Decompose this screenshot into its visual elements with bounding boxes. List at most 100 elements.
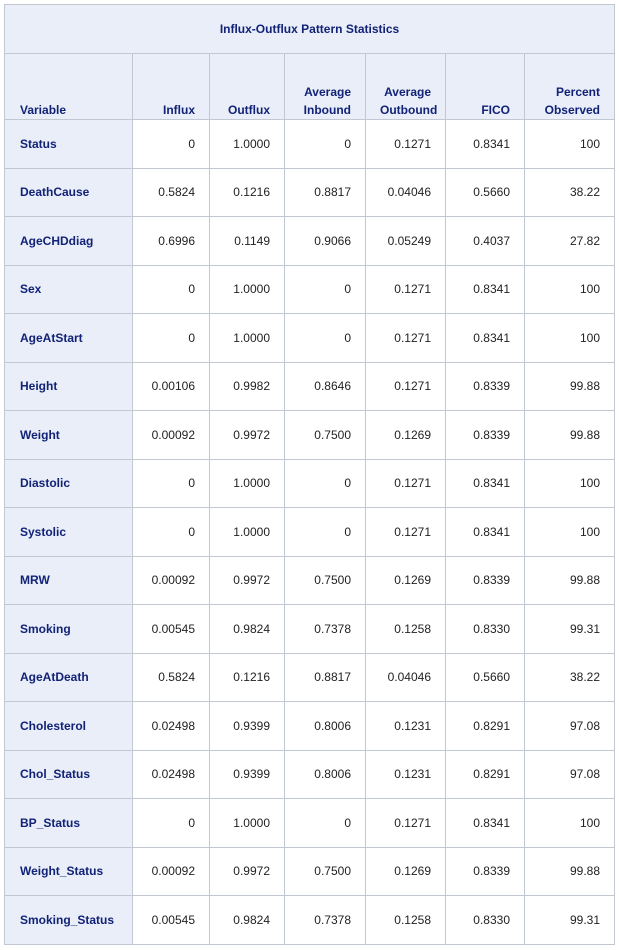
- row-header-variable: Height: [4, 361, 133, 411]
- column-header-influx: Influx: [132, 53, 210, 120]
- table-title: Influx-Outflux Pattern Statistics: [4, 4, 615, 54]
- table-cell-average-inbound: 0.8817: [284, 652, 366, 702]
- table-cell-average-inbound: 0.8646: [284, 361, 366, 411]
- column-header-fico: FICO: [445, 53, 525, 120]
- table-row: Smoking_Status 0.00545 0.9824 0.7378 0.1258 0…: [4, 895, 615, 945]
- row-header-variable: Diastolic: [4, 458, 133, 508]
- table-cell-outflux: 0.1216: [209, 652, 285, 702]
- column-header-line2: Observed: [544, 103, 600, 117]
- row-header-variable: Cholesterol: [4, 701, 133, 751]
- table-caption-row: Influx-Outflux Pattern Statistics: [4, 4, 615, 54]
- column-header-percent-observed: Percent Observed: [524, 53, 615, 120]
- table-row: Chol_Status 0.02498 0.9399 0.8006 0.1231 0.82…: [4, 749, 615, 799]
- table-cell-average-inbound: 0: [284, 264, 366, 314]
- table-body: Status 0 1.0000 0 0.1271 0.8341 100 DeathCause 0…: [4, 119, 615, 945]
- row-header-variable: Smoking: [4, 604, 133, 654]
- table-cell-percent-observed: 99.88: [524, 410, 615, 460]
- table-cell-average-inbound: 0: [284, 507, 366, 557]
- table-cell-fico: 0.5660: [445, 167, 525, 217]
- table-cell-average-outbound: 0.1271: [365, 507, 446, 557]
- table-cell-average-outbound: 0.1258: [365, 895, 446, 945]
- table-row: Height 0.00106 0.9982 0.8646 0.1271 0.8339 99.…: [4, 361, 615, 411]
- table-cell-percent-observed: 99.88: [524, 846, 615, 896]
- table-cell-average-inbound: 0.7500: [284, 555, 366, 605]
- table-cell-outflux: 1.0000: [209, 798, 285, 848]
- table-cell-outflux: 0.1216: [209, 167, 285, 217]
- row-header-variable: Systolic: [4, 507, 133, 557]
- column-header-line2: Outbound: [380, 103, 438, 117]
- table-cell-percent-observed: 38.22: [524, 167, 615, 217]
- row-header-variable: Weight_Status: [4, 846, 133, 896]
- row-header-variable: AgeCHDdiag: [4, 216, 133, 266]
- table-row: Systolic 0 1.0000 0 0.1271 0.8341 100: [4, 507, 615, 557]
- table-cell-average-outbound: 0.1258: [365, 604, 446, 654]
- table-row: AgeCHDdiag 0.6996 0.1149 0.9066 0.05249 0.403…: [4, 216, 615, 266]
- column-header-line2: Variable: [20, 103, 67, 117]
- table-cell-fico: 0.8341: [445, 313, 525, 363]
- table-cell-influx: 0.00545: [132, 895, 210, 945]
- table-cell-outflux: 1.0000: [209, 119, 285, 169]
- table-cell-outflux: 1.0000: [209, 264, 285, 314]
- table-cell-average-outbound: 0.04046: [365, 167, 446, 217]
- table-cell-average-inbound: 0.8006: [284, 701, 366, 751]
- table-row: Smoking 0.00545 0.9824 0.7378 0.1258 0.8330 99…: [4, 604, 615, 654]
- table-cell-percent-observed: 99.88: [524, 555, 615, 605]
- table-cell-fico: 0.8339: [445, 846, 525, 896]
- table-cell-outflux: 1.0000: [209, 458, 285, 508]
- table-cell-outflux: 0.9972: [209, 846, 285, 896]
- column-header-line2: Influx: [163, 103, 195, 117]
- table-cell-fico: 0.8339: [445, 361, 525, 411]
- table-cell-fico: 0.8339: [445, 555, 525, 605]
- table-cell-outflux: 1.0000: [209, 313, 285, 363]
- column-header-average-inbound: Average Inbound: [284, 53, 366, 120]
- influx-outflux-table: Influx-Outflux Pattern Statistics Variab…: [4, 4, 615, 945]
- table-cell-fico: 0.4037: [445, 216, 525, 266]
- table-cell-influx: 0: [132, 798, 210, 848]
- column-header-variable: Variable: [4, 53, 133, 120]
- row-header-variable: Smoking_Status: [4, 895, 133, 945]
- table-row: Cholesterol 0.02498 0.9399 0.8006 0.1231 0.82…: [4, 701, 615, 751]
- table-cell-fico: 0.8339: [445, 410, 525, 460]
- table-cell-fico: 0.8291: [445, 749, 525, 799]
- row-header-variable: Sex: [4, 264, 133, 314]
- row-header-variable: Status: [4, 119, 133, 169]
- table-cell-outflux: 0.9824: [209, 604, 285, 654]
- table-cell-fico: 0.8341: [445, 507, 525, 557]
- table-row: Weight 0.00092 0.9972 0.7500 0.1269 0.8339 99.…: [4, 410, 615, 460]
- table-cell-percent-observed: 100: [524, 264, 615, 314]
- table-cell-average-outbound: 0.1271: [365, 119, 446, 169]
- table-cell-fico: 0.5660: [445, 652, 525, 702]
- table-cell-influx: 0.00106: [132, 361, 210, 411]
- row-header-variable: Weight: [4, 410, 133, 460]
- table-cell-percent-observed: 97.08: [524, 749, 615, 799]
- table-cell-influx: 0.5824: [132, 652, 210, 702]
- table-cell-average-outbound: 0.1231: [365, 701, 446, 751]
- table-cell-percent-observed: 27.82: [524, 216, 615, 266]
- table-cell-influx: 0.02498: [132, 701, 210, 751]
- table-cell-outflux: 0.9399: [209, 749, 285, 799]
- table-cell-average-outbound: 0.04046: [365, 652, 446, 702]
- table-cell-percent-observed: 99.31: [524, 895, 615, 945]
- table-cell-influx: 0.00092: [132, 555, 210, 605]
- table-cell-influx: 0.02498: [132, 749, 210, 799]
- table-cell-average-inbound: 0.7378: [284, 604, 366, 654]
- table-cell-average-inbound: 0.9066: [284, 216, 366, 266]
- table-cell-average-outbound: 0.1271: [365, 798, 446, 848]
- table-cell-influx: 0: [132, 264, 210, 314]
- row-header-variable: DeathCause: [4, 167, 133, 217]
- table-cell-influx: 0.6996: [132, 216, 210, 266]
- table-cell-outflux: 0.9972: [209, 410, 285, 460]
- table-cell-percent-observed: 100: [524, 507, 615, 557]
- table-cell-average-inbound: 0: [284, 458, 366, 508]
- column-header-line2: Inbound: [303, 103, 351, 117]
- table-cell-fico: 0.8291: [445, 701, 525, 751]
- table-cell-percent-observed: 100: [524, 798, 615, 848]
- table-cell-influx: 0.00092: [132, 410, 210, 460]
- table-cell-percent-observed: 38.22: [524, 652, 615, 702]
- table-cell-average-inbound: 0.7378: [284, 895, 366, 945]
- column-header-line1: Average: [304, 85, 351, 99]
- table-cell-average-inbound: 0: [284, 798, 366, 848]
- table-cell-percent-observed: 100: [524, 119, 615, 169]
- table-cell-influx: 0.00092: [132, 846, 210, 896]
- row-header-variable: MRW: [4, 555, 133, 605]
